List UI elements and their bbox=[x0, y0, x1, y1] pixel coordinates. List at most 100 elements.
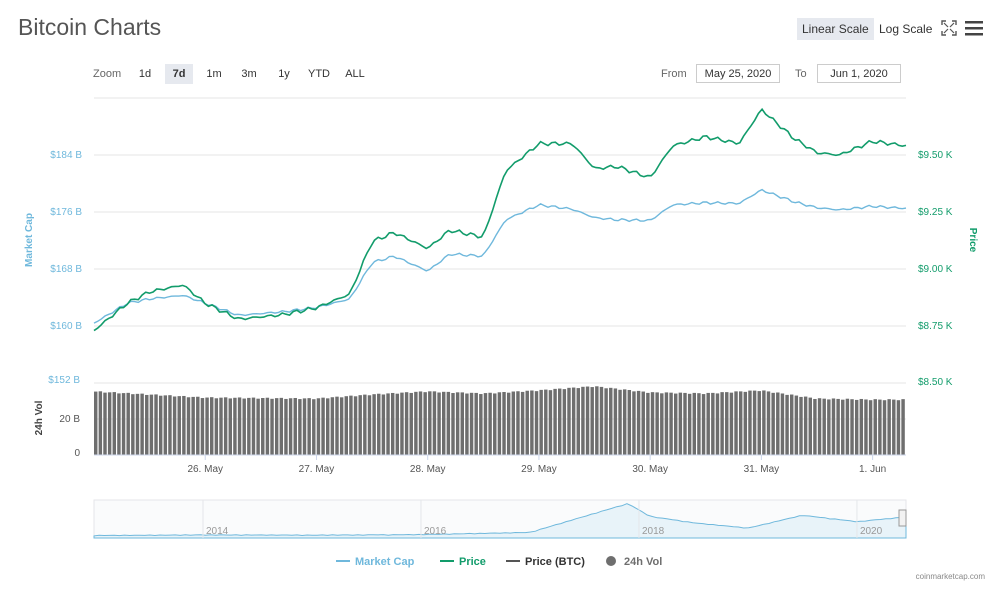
volume-bar bbox=[344, 396, 348, 455]
volume-bar bbox=[632, 391, 636, 455]
fullscreen-icon[interactable] bbox=[940, 19, 958, 37]
volume-bar bbox=[432, 391, 437, 455]
volume-bar bbox=[729, 392, 734, 455]
volume-bar bbox=[437, 392, 441, 455]
volume-bar bbox=[854, 399, 859, 455]
zoom-all-button[interactable]: ALL bbox=[345, 68, 365, 80]
to-label: To bbox=[795, 68, 807, 80]
volume-bar bbox=[493, 393, 497, 455]
volume-bar bbox=[409, 392, 413, 455]
volume-bar bbox=[544, 389, 548, 455]
volume-bar bbox=[191, 396, 195, 455]
volume-bar bbox=[896, 400, 901, 455]
volume-bar bbox=[103, 392, 107, 455]
volume-bar bbox=[326, 398, 330, 455]
volume-bar bbox=[558, 388, 562, 455]
volume-bar bbox=[516, 391, 520, 455]
volume-bar bbox=[604, 388, 608, 455]
volume-bar bbox=[757, 391, 761, 455]
linear-scale-button[interactable]: Linear Scale bbox=[797, 18, 874, 40]
volume-bar bbox=[901, 399, 905, 455]
x-tick-label: 30. May bbox=[632, 464, 668, 475]
zoom-ytd-button[interactable]: YTD bbox=[308, 68, 330, 80]
navigator-handle[interactable] bbox=[898, 509, 907, 527]
volume-bar bbox=[766, 391, 771, 455]
volume-bar bbox=[539, 389, 543, 455]
volume-bar bbox=[261, 398, 265, 455]
volume-bar bbox=[460, 392, 464, 455]
to-date-input[interactable]: Jun 1, 2020 bbox=[817, 64, 901, 83]
volume-bar bbox=[353, 396, 358, 455]
volume-bar bbox=[242, 398, 246, 455]
volume-tick-label: 0 bbox=[74, 448, 80, 459]
volume-bar bbox=[868, 400, 873, 455]
volume-bar bbox=[776, 392, 780, 455]
volume-bar bbox=[182, 395, 186, 455]
volume-bar bbox=[720, 392, 724, 455]
volume-bar bbox=[442, 391, 446, 455]
page-title: Bitcoin Charts bbox=[18, 14, 162, 40]
volume-bar bbox=[701, 394, 706, 455]
zoom-1y-button[interactable]: 1y bbox=[278, 68, 290, 80]
volume-bar bbox=[725, 392, 729, 455]
volume-bar bbox=[813, 398, 817, 455]
volume-bar bbox=[270, 398, 274, 455]
volume-bar bbox=[135, 393, 140, 455]
zoom-1d-button[interactable]: 1d bbox=[138, 68, 152, 80]
volume-bar bbox=[683, 392, 687, 455]
volume-bar bbox=[330, 397, 335, 455]
volume-bar bbox=[692, 392, 696, 455]
market-cap-tick-label: $160 B bbox=[50, 321, 82, 332]
volume-bar bbox=[302, 398, 307, 455]
volume-bar bbox=[312, 399, 316, 455]
price-tick-label: $9.00 K bbox=[918, 264, 953, 275]
volume-bar bbox=[748, 390, 752, 455]
legend-item-label: Price bbox=[459, 556, 486, 568]
menu-icon[interactable] bbox=[965, 20, 983, 36]
navigator-tick-label: 2018 bbox=[642, 526, 665, 537]
log-scale-button[interactable]: Log Scale bbox=[879, 22, 933, 36]
volume-bar bbox=[882, 400, 887, 455]
volume-bar bbox=[158, 395, 163, 455]
volume-bar bbox=[892, 399, 896, 455]
legend-item-label: 24h Vol bbox=[624, 556, 662, 568]
market-cap-tick-label: $184 B bbox=[50, 150, 82, 161]
volume-bar bbox=[474, 392, 478, 455]
x-tick-label: 31. May bbox=[744, 464, 780, 475]
volume-bar bbox=[534, 391, 539, 455]
volume-bar bbox=[567, 387, 571, 455]
from-date-input[interactable]: May 25, 2020 bbox=[696, 64, 780, 83]
x-tick-label: 29. May bbox=[521, 464, 557, 475]
volume-bar bbox=[771, 392, 775, 455]
volume-bar bbox=[446, 391, 451, 455]
volume-bar bbox=[117, 393, 121, 455]
volume-bar bbox=[321, 397, 325, 455]
volume-bar bbox=[247, 397, 251, 455]
volume-bar bbox=[762, 390, 766, 455]
volume-bar bbox=[265, 397, 270, 455]
volume-bar bbox=[497, 392, 502, 455]
navigator-tick-label: 2016 bbox=[424, 526, 447, 537]
price-tick-label: $8.75 K bbox=[918, 321, 953, 332]
volume-bar bbox=[284, 398, 288, 455]
volume-bar bbox=[479, 394, 483, 455]
volume-bar bbox=[307, 398, 311, 455]
source-credit: coinmarketcap.com bbox=[915, 572, 985, 581]
zoom-1m-button[interactable]: 1m bbox=[206, 68, 222, 80]
volume-bar bbox=[738, 391, 743, 455]
volume-bar bbox=[316, 398, 321, 455]
volume-bar bbox=[349, 395, 353, 455]
volume-bar bbox=[358, 395, 362, 455]
volume-bar bbox=[121, 393, 126, 455]
volume-bar bbox=[734, 391, 738, 455]
zoom-7d-button[interactable]: 7d bbox=[165, 64, 193, 84]
volume-bar bbox=[251, 397, 256, 455]
zoom-3m-button[interactable]: 3m bbox=[241, 68, 257, 80]
volume-bar bbox=[107, 392, 112, 455]
volume-bar bbox=[562, 389, 567, 455]
volume-bar bbox=[525, 390, 529, 455]
volume-bar bbox=[520, 391, 525, 455]
volume-bar bbox=[836, 398, 840, 455]
price-tick-label: $9.50 K bbox=[918, 150, 953, 161]
